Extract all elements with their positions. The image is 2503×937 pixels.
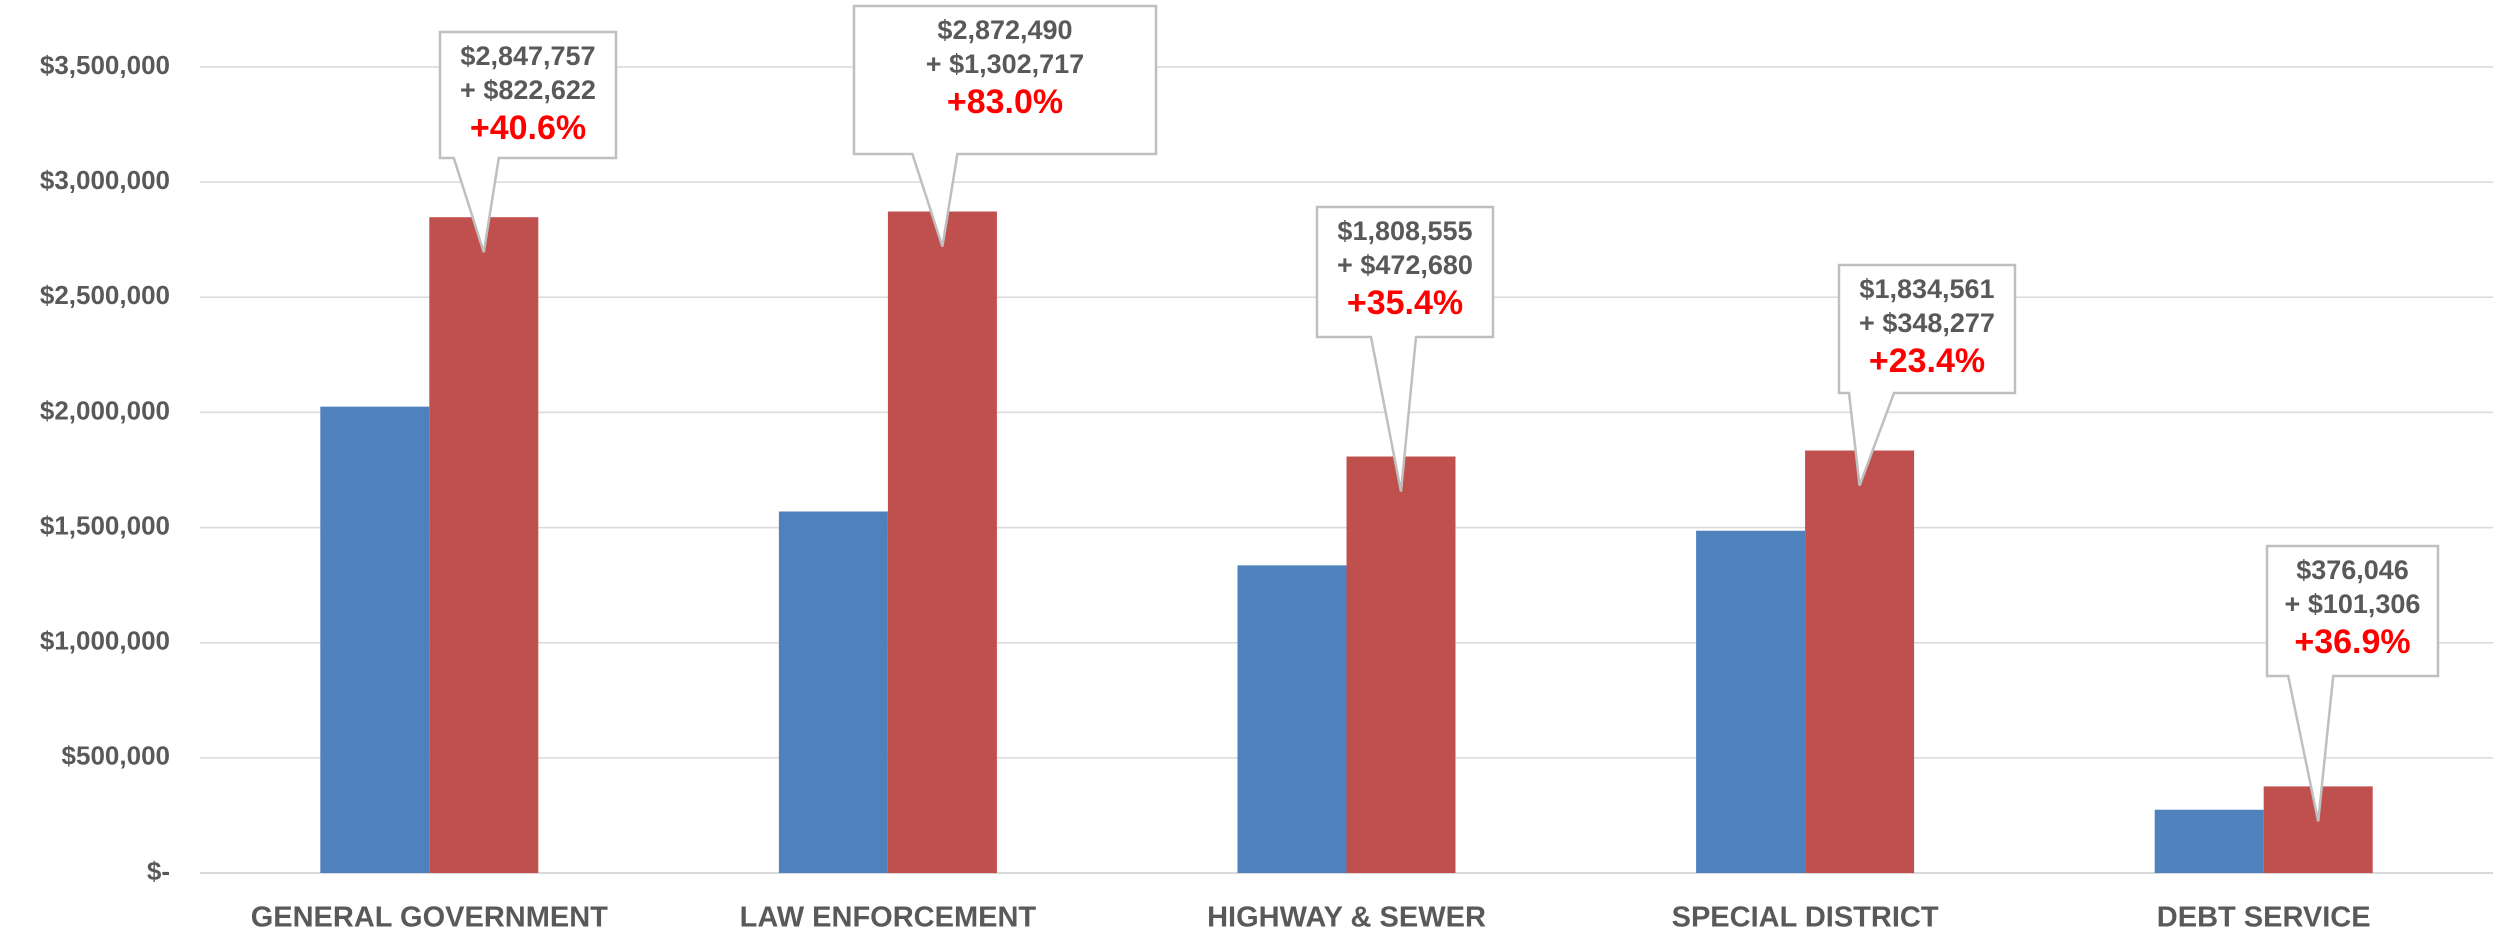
increase-label: + $101,306 — [2285, 589, 2421, 619]
x-tick-label: HIGHWAY & SEWER — [1207, 902, 1486, 934]
bar — [887, 211, 997, 873]
change-label: +40.6% — [470, 109, 586, 147]
x-tick-label: LAW ENFORCEMENT — [740, 902, 1037, 934]
callout-box — [2265, 544, 2440, 822]
change-label: +36.9% — [2294, 623, 2410, 661]
y-tick-label: $500,000 — [62, 741, 170, 771]
value-label: $1,808,555 — [1337, 216, 1472, 246]
callout-box — [852, 4, 1158, 247]
bar — [320, 406, 430, 873]
y-tick-label: $3,500,000 — [40, 50, 170, 80]
increase-label: + $348,277 — [1859, 308, 1995, 338]
value-label: $2,872,490 — [937, 15, 1072, 45]
y-tick-label: $2,500,000 — [40, 280, 170, 310]
callout-box — [1837, 263, 2017, 486]
change-label: +23.4% — [1869, 342, 1985, 380]
callout-box — [1315, 205, 1495, 492]
bar — [1696, 530, 1806, 873]
x-tick-label: DEBT SERVICE — [2157, 902, 2371, 934]
x-tick-label: GENERAL GOVERNMENT — [251, 902, 608, 934]
bar — [1346, 456, 1456, 873]
bar — [2154, 809, 2264, 873]
y-tick-label: $1,500,000 — [40, 510, 170, 540]
increase-label: + $822,622 — [460, 75, 596, 105]
change-label: +35.4% — [1347, 284, 1463, 322]
y-tick-label: $1,000,000 — [40, 626, 170, 656]
value-label: $1,834,561 — [1859, 274, 1994, 304]
bar — [1237, 565, 1347, 873]
change-label: +83.0% — [947, 83, 1063, 121]
x-tick-label: SPECIAL DISTRICT — [1672, 902, 1939, 934]
bar — [778, 511, 888, 873]
bar — [429, 217, 539, 873]
increase-label: + $472,680 — [1337, 250, 1473, 280]
y-tick-label: $- — [147, 856, 170, 886]
callout-box — [438, 30, 618, 253]
bar — [1805, 450, 1915, 873]
increase-label: + $1,302,717 — [926, 49, 1084, 79]
y-tick-label: $3,000,000 — [40, 165, 170, 195]
y-tick-label: $2,000,000 — [40, 395, 170, 425]
value-label: $376,046 — [2296, 555, 2409, 585]
value-label: $2,847,757 — [460, 41, 595, 71]
